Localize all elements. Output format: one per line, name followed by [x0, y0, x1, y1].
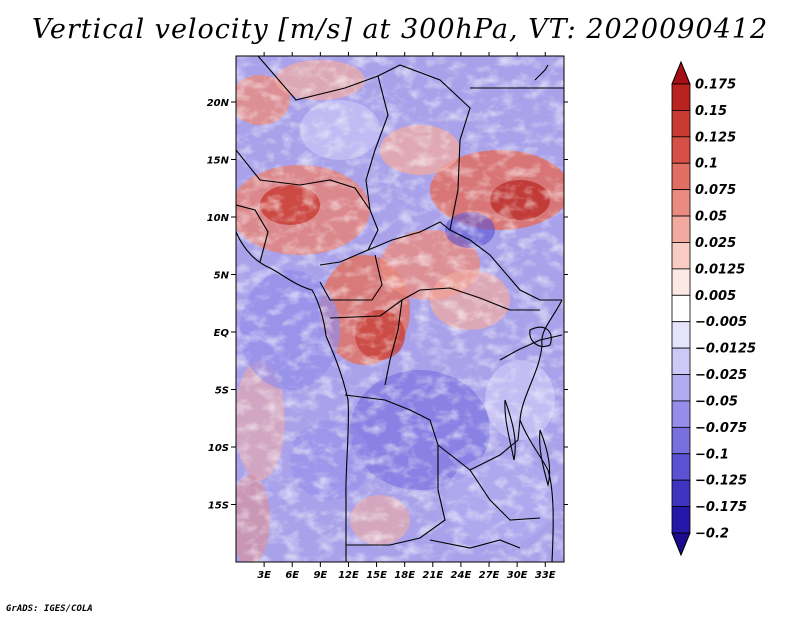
border-segment	[319, 221, 562, 301]
colorbar-level-label: −0.1	[695, 447, 729, 462]
colorbar: 0.175 0.15 0.125 0.1 0.075 0.05 0.025 0.0125 0.0…	[671, 60, 756, 557]
lon-tick-label: 15E	[366, 570, 387, 581]
colorbar-level-label: −0.075	[695, 421, 747, 436]
border-segment	[384, 299, 403, 386]
colorbar-bin	[671, 506, 691, 534]
country-borders	[236, 56, 564, 562]
lat-tick-label: 15N	[207, 156, 230, 167]
colorbar-bin	[671, 110, 691, 138]
colorbar-bottom-arrow	[671, 532, 691, 557]
lat-tick-label: 10S	[208, 443, 229, 454]
axis-ticks: 3E 6E 9E 12E 15E 18E 21E 24E 27E 30E 33E 20N 15N 10N 5…	[207, 52, 568, 581]
colorbar-level-label: −0.05	[695, 394, 738, 409]
colorbar-level-label: 0.025	[695, 236, 736, 251]
lon-tick-label: 24E	[451, 570, 472, 581]
colorbar-top-arrow	[671, 60, 691, 85]
border-segment	[469, 469, 541, 521]
colorbar-level-label: −0.005	[695, 315, 747, 330]
colorbar-level-label: 0.15	[695, 104, 727, 119]
lat-tick-label: 15S	[208, 501, 229, 512]
colorbar-bin	[671, 162, 691, 191]
colorbar-level-label: −0.0125	[695, 342, 756, 357]
lat-tick-label: 20N	[207, 98, 230, 109]
colorbar-level-label: 0.075	[695, 183, 736, 198]
colorbar-bin	[671, 136, 691, 164]
lat-tick-label: 10N	[207, 213, 230, 224]
colorbar-bin	[671, 83, 691, 111]
lon-tick-label: 6E	[285, 570, 299, 581]
lake	[504, 399, 516, 461]
colorbar-bin	[671, 215, 691, 243]
colorbar-bin	[671, 189, 691, 217]
lon-tick-label: 27E	[479, 570, 500, 581]
border-segment	[437, 419, 521, 471]
lake	[539, 429, 551, 488]
lon-tick-label: 9E	[313, 570, 327, 581]
colorbar-bin	[671, 347, 691, 375]
page-title: Vertical velocity [m/s] at 300hPa, VT: 2…	[31, 14, 769, 45]
colorbar-bin	[671, 268, 691, 296]
coastline	[236, 231, 350, 562]
colorbar-bin	[671, 374, 691, 402]
lon-tick-label: 12E	[338, 570, 359, 581]
colorbar-level-label: 0.125	[695, 130, 736, 145]
lon-tick-label: 18E	[394, 570, 415, 581]
lake	[529, 326, 552, 348]
lon-tick-label: 21E	[422, 570, 443, 581]
border-segment	[329, 287, 540, 319]
lat-tick-label: 5S	[215, 386, 229, 397]
colorbar-level-label: 0.0125	[695, 262, 745, 277]
lon-tick-label: 30E	[507, 570, 528, 581]
coastline-nile	[534, 64, 549, 81]
colorbar-bin	[671, 400, 691, 428]
colorbar-level-label: −0.175	[695, 500, 747, 515]
colorbar-level-label: −0.125	[695, 474, 747, 489]
border-segment	[319, 254, 383, 301]
border-segment	[257, 56, 389, 251]
colorbar-bin	[671, 294, 691, 323]
border-segment	[344, 394, 446, 546]
lat-tick-label: 5N	[214, 271, 230, 282]
colorbar-level-label: 0.005	[695, 289, 736, 304]
colorbar-bin	[671, 479, 691, 507]
footer-credit: GrADS: IGES/COLA	[6, 604, 93, 614]
colorbar-level-label: −0.025	[695, 368, 747, 383]
lon-tick-label: 3E	[257, 570, 271, 581]
colorbar-bin	[671, 453, 691, 481]
velocity-field	[236, 56, 564, 562]
border-segment	[429, 539, 521, 549]
border-segment	[236, 204, 269, 263]
map-frame	[235, 55, 565, 563]
colorbar-bin	[671, 426, 691, 455]
colorbar-level-label: 0.1	[695, 157, 718, 172]
lat-tick-label: EQ	[214, 328, 230, 339]
colorbar-level-label: −0.2	[695, 527, 729, 542]
border-segment	[236, 149, 371, 211]
colorbar-level-label: 0.05	[695, 210, 727, 225]
border-segment	[377, 64, 471, 231]
colorbar-bin	[671, 321, 691, 349]
colorbar-bin	[671, 242, 691, 270]
colorbar-level-label: 0.175	[695, 78, 736, 93]
lon-tick-label: 33E	[535, 570, 556, 581]
